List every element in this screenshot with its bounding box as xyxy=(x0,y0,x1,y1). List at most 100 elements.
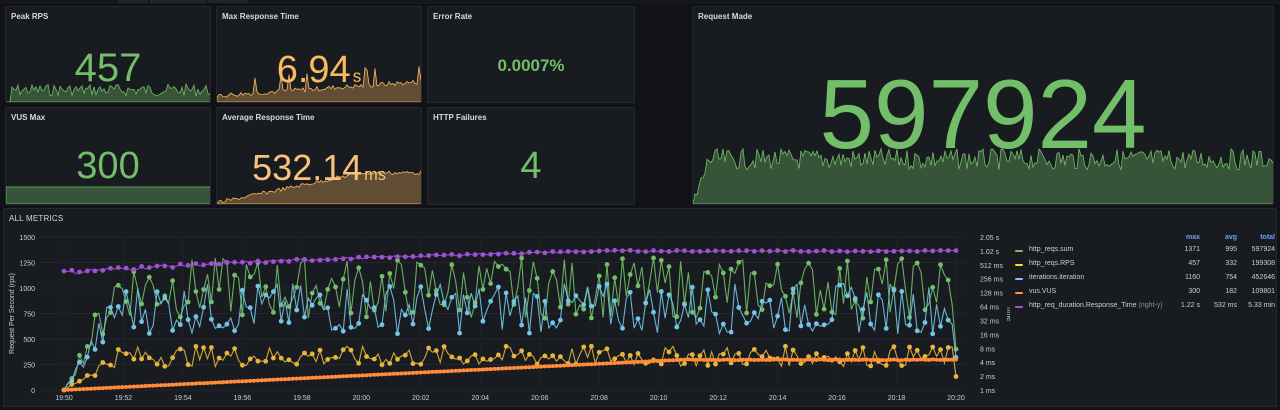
data-point xyxy=(647,359,652,364)
legend-row[interactable]: http_req_duration.Response_Time (right-y… xyxy=(1010,301,1280,313)
data-point xyxy=(880,358,885,362)
data-point xyxy=(345,374,350,379)
legend-header-total[interactable]: total xyxy=(1260,234,1275,241)
data-point xyxy=(806,322,811,327)
legend-row[interactable]: http_reqs.sum 1371 995 597924 xyxy=(1010,245,1280,257)
data-point xyxy=(302,257,307,262)
data-point xyxy=(682,248,687,254)
data-point xyxy=(744,310,749,316)
panel-all-metrics[interactable]: ALL METRICS xyxy=(3,208,1277,407)
legend-row[interactable]: iterations.iteration 1160 754 452646 xyxy=(1010,273,1280,285)
data-point xyxy=(573,311,579,317)
data-point xyxy=(224,321,230,327)
panel-request-made[interactable]: Request Made 597924 xyxy=(692,6,1274,205)
data-point xyxy=(286,377,291,381)
data-point xyxy=(399,371,404,376)
data-point xyxy=(596,349,602,355)
data-point xyxy=(108,265,113,271)
data-point xyxy=(713,294,718,300)
data-point xyxy=(627,353,633,358)
data-point xyxy=(426,345,431,351)
data-point xyxy=(689,249,695,254)
data-point xyxy=(508,366,512,371)
data-point xyxy=(748,357,753,362)
data-point xyxy=(503,343,509,349)
data-point xyxy=(139,384,144,389)
data-point xyxy=(337,374,342,379)
data-point xyxy=(938,248,943,253)
panel-max-response-time[interactable]: Max Response Time 6.94 s xyxy=(216,6,422,103)
data-point xyxy=(124,385,129,389)
data-point xyxy=(69,382,75,387)
data-point xyxy=(713,361,718,367)
tab-stub[interactable] xyxy=(150,0,205,3)
data-point xyxy=(162,383,167,388)
data-point xyxy=(449,262,455,268)
data-point xyxy=(643,359,648,364)
max-response-value-wrap: 6.94 s xyxy=(217,47,421,100)
legend-row[interactable]: vus.VUS 300 182 109801 xyxy=(1010,287,1280,299)
all-metrics-chart[interactable]: 0 250 500 750 1000 1250 1500 19:50 19:52 19:54 19:… xyxy=(0,208,1010,408)
data-point xyxy=(798,249,804,254)
data-point xyxy=(736,358,741,363)
panel-vus-max[interactable]: VUS Max 300 xyxy=(5,107,211,205)
legend-header-max[interactable]: max xyxy=(1185,234,1200,241)
panel-error-rate[interactable]: Error Rate 0.0007% xyxy=(427,6,635,103)
data-point xyxy=(205,381,210,385)
data-point xyxy=(612,356,618,362)
data-point xyxy=(333,325,338,331)
tab-stub[interactable] xyxy=(208,0,248,3)
data-point xyxy=(891,357,896,362)
panel-title: Request Made xyxy=(698,12,753,21)
legend-row[interactable]: http_reqs.RPS 457 332 199308 xyxy=(1010,259,1280,271)
data-point xyxy=(589,315,594,321)
data-point xyxy=(92,268,98,274)
data-point xyxy=(620,325,625,331)
data-point xyxy=(174,382,179,387)
data-point xyxy=(635,249,641,254)
data-point xyxy=(290,376,295,381)
data-point xyxy=(329,374,334,379)
data-point xyxy=(271,355,276,361)
data-point xyxy=(581,249,587,255)
data-point xyxy=(658,361,664,367)
data-point xyxy=(69,267,75,273)
max-response-value: 6.94 xyxy=(276,49,351,91)
data-point xyxy=(93,386,97,391)
data-point xyxy=(565,301,571,307)
data-point xyxy=(217,380,222,385)
data-point xyxy=(930,248,936,254)
data-point xyxy=(61,268,67,274)
data-point xyxy=(573,249,579,255)
data-point xyxy=(100,360,106,365)
data-point xyxy=(550,249,556,254)
data-point xyxy=(402,289,408,295)
data-point xyxy=(713,248,718,254)
data-point xyxy=(876,266,881,272)
legend-header-avg[interactable]: avg xyxy=(1224,234,1237,241)
data-point xyxy=(433,348,439,353)
tab-stub[interactable] xyxy=(118,0,148,3)
legend-max: 1371 xyxy=(1184,246,1200,253)
data-point xyxy=(872,357,877,362)
data-point xyxy=(224,380,229,384)
data-point xyxy=(480,318,486,324)
data-point xyxy=(464,251,470,257)
data-point xyxy=(352,373,357,378)
data-point xyxy=(632,360,637,365)
panel-http-failures[interactable]: HTTP Failures 4 xyxy=(427,107,635,205)
data-point xyxy=(841,358,846,362)
legend-total: 5.33 min xyxy=(1248,302,1275,309)
data-point xyxy=(360,373,365,378)
data-point xyxy=(340,256,346,262)
data-point xyxy=(767,358,772,362)
data-point xyxy=(732,358,737,363)
data-point xyxy=(938,347,943,352)
panel-peak-rps[interactable]: Peak RPS 457 xyxy=(5,6,211,103)
data-point xyxy=(562,363,567,368)
data-point xyxy=(682,357,687,362)
data-point xyxy=(558,354,563,359)
data-point xyxy=(535,364,540,369)
data-point xyxy=(593,362,598,366)
panel-avg-response-time[interactable]: Average Response Time 532.14 ms xyxy=(216,107,422,205)
